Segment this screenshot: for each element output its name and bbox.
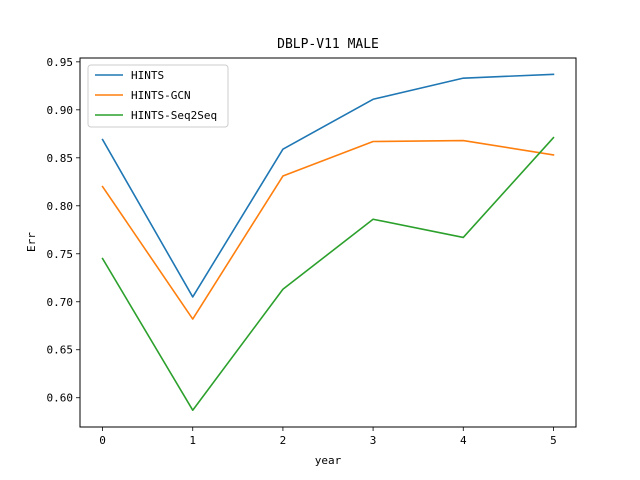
y-axis-ticks: 0.60 0.65 0.70 0.75 0.80 0.85 0.90 0.95 [47,56,80,405]
legend: HINTS HINTS-GCN HINTS-Seq2Seq [87,64,229,128]
series-line-1 [101,139,555,320]
series-line-0 [101,73,555,298]
x-tick-label: 1 [189,434,196,447]
series-line-2 [101,136,555,412]
x-tick-label: 2 [280,434,287,447]
y-tick-label: 0.70 [47,296,74,309]
x-tick-label: 0 [99,434,106,447]
legend-label-0: HINTS [131,69,164,82]
chart-title: DBLP-V11 MALE [277,37,379,52]
legend-label-1: HINTS-GCN [131,89,191,102]
y-tick-label: 0.80 [47,200,74,213]
y-tick-label: 0.90 [47,104,74,117]
y-tick-label: 0.95 [47,56,74,69]
plot-area-frame [79,57,577,428]
x-tick-label: 4 [460,434,467,447]
legend-label-2: HINTS-Seq2Seq [131,109,217,122]
x-axis-ticks: 0 1 2 3 4 5 [99,427,557,447]
series-lines [101,73,555,412]
x-tick-label: 3 [370,434,377,447]
y-tick-label: 0.65 [47,344,74,357]
x-axis-label: year [315,454,342,467]
y-tick-label: 0.60 [47,392,74,405]
legend-box [87,64,229,128]
y-tick-label: 0.75 [47,248,74,261]
x-tick-label: 5 [550,434,557,447]
y-axis-label: Err [25,232,38,252]
y-tick-label: 0.85 [47,152,74,165]
